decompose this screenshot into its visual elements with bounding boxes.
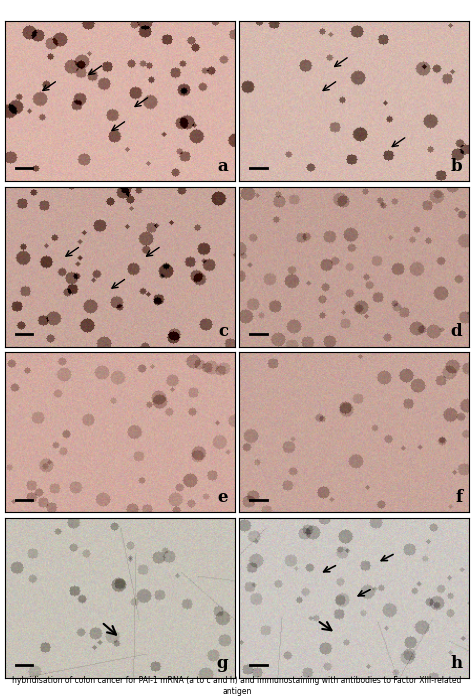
Text: d: d — [451, 324, 462, 340]
Text: hybridisation of colon cancer for PAI-1 mRNA (a to c and h) and immunostaining w: hybridisation of colon cancer for PAI-1 … — [12, 676, 462, 696]
Text: g: g — [217, 655, 228, 672]
Text: c: c — [218, 324, 228, 340]
Text: b: b — [451, 158, 462, 175]
Text: h: h — [450, 655, 462, 672]
Text: f: f — [455, 489, 462, 506]
Text: a: a — [218, 158, 228, 175]
Text: e: e — [218, 489, 228, 506]
